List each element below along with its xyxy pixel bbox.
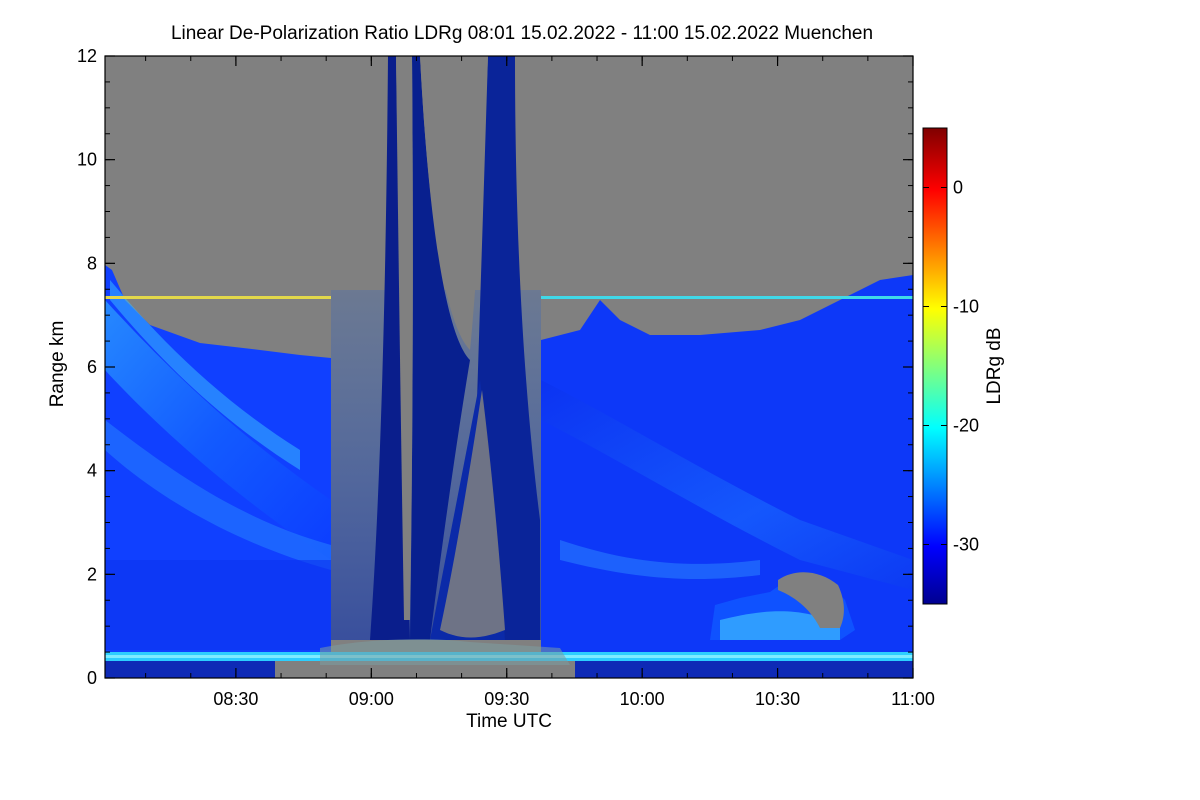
colorbar-tick-label: 0 bbox=[953, 178, 963, 198]
thin-layer-7km bbox=[105, 296, 331, 299]
x-tick-label: 08:30 bbox=[213, 689, 258, 709]
y-axis-label: Range km bbox=[47, 321, 68, 408]
y-axis: 0 2 4 6 8 10 12 bbox=[77, 46, 913, 688]
x-axis: 08:30 09:00 09:30 10:00 10:30 11:00 bbox=[145, 56, 935, 709]
y-tick-label: 0 bbox=[87, 668, 97, 688]
x-tick-label: 09:30 bbox=[484, 689, 529, 709]
y-tick-label: 8 bbox=[87, 253, 97, 273]
colorbar-tick-label: -10 bbox=[953, 297, 979, 317]
heatmap-plot bbox=[105, 56, 913, 678]
y-tick-label: 10 bbox=[77, 150, 97, 170]
colorbar-tick-label: -30 bbox=[953, 535, 979, 555]
colorbar: 0 -10 -20 -30 bbox=[922, 127, 979, 605]
y-tick-label: 2 bbox=[87, 564, 97, 584]
x-axis-label: Time UTC bbox=[466, 711, 552, 732]
colorbar-axis: 0 -10 -20 -30 bbox=[923, 178, 979, 555]
colorbar-label: LDRg dB bbox=[984, 327, 1005, 404]
x-tick-label: 09:00 bbox=[349, 689, 394, 709]
x-tick-label: 11:00 bbox=[891, 689, 935, 709]
y-tick-label: 4 bbox=[87, 461, 97, 481]
chart-title: Linear De-Polarization Ratio LDRg 08:01 … bbox=[171, 23, 873, 44]
y-tick-label: 12 bbox=[77, 46, 97, 66]
colorbar-gradient bbox=[922, 127, 948, 605]
x-tick-label: 10:00 bbox=[620, 689, 665, 709]
colorbar-tick-label: -20 bbox=[953, 416, 979, 436]
y-tick-label: 6 bbox=[87, 357, 97, 377]
x-tick-label: 10:30 bbox=[755, 689, 800, 709]
